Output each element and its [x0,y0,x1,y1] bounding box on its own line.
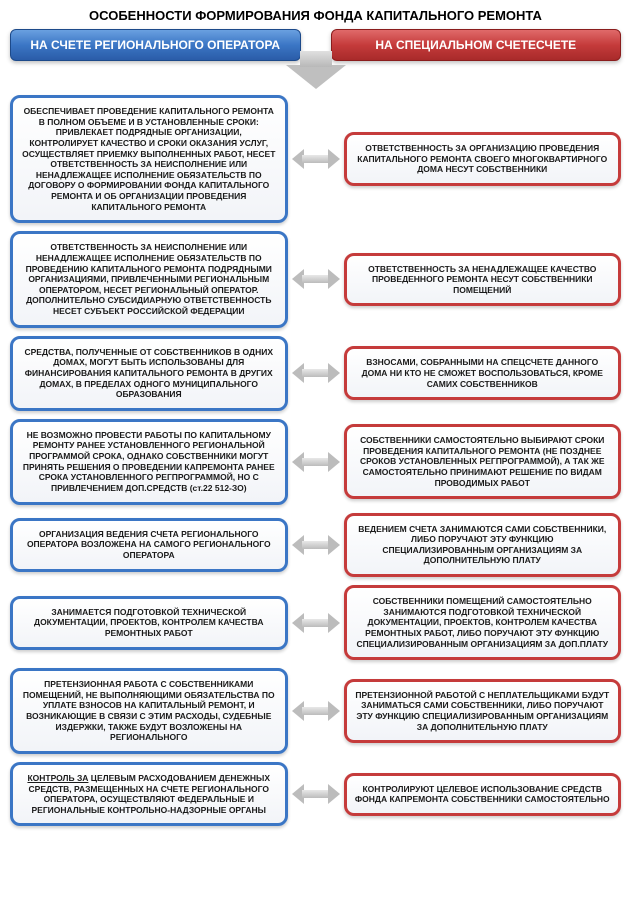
left-box: ОРГАНИЗАЦИЯ ВЕДЕНИЯ СЧЕТА РЕГИОНАЛЬНОГО … [10,518,288,572]
right-box: ОТВЕТСТВЕННОСТЬ ЗА НЕНАДЛЕЖАЩЕЕ КАЧЕСТВО… [344,253,622,307]
comparison-row: ОБЕСПЕЧИВАЕТ ПРОВЕДЕНИЕ КАПИТАЛЬНОГО РЕМ… [10,95,621,223]
bi-arrow-icon [294,610,338,636]
underlined-text: КОНТРОЛЬ ЗА [27,773,88,783]
comparison-row: СРЕДСТВА, ПОЛУЧЕННЫЕ ОТ СОБСТВЕННИКОВ В … [10,336,621,411]
left-box: КОНТРОЛЬ ЗА ЦЕЛЕВЫМ РАСХОДОВАНИЕМ ДЕНЕЖН… [10,762,288,827]
comparison-rows: ОБЕСПЕЧИВАЕТ ПРОВЕДЕНИЕ КАПИТАЛЬНОГО РЕМ… [10,95,621,826]
comparison-row: ПРЕТЕНЗИОННАЯ РАБОТА С СОБСТВЕННИКАМИ ПО… [10,668,621,754]
bi-arrow-icon [294,698,338,724]
comparison-row: НЕ ВОЗМОЖНО ПРОВЕСТИ РАБОТЫ ПО КАПИТАЛЬН… [10,419,621,505]
right-box: СОБСТВЕННИКИ САМОСТОЯТЕЛЬНО ВЫБИРАЮТ СРО… [344,424,622,499]
bi-arrow-icon [294,781,338,807]
left-box: НЕ ВОЗМОЖНО ПРОВЕСТИ РАБОТЫ ПО КАПИТАЛЬН… [10,419,288,505]
bi-arrow-icon [294,360,338,386]
comparison-row: ЗАНИМАЕТСЯ ПОДГОТОВКОЙ ТЕХНИЧЕСКОЙ ДОКУМ… [10,585,621,660]
left-box: ОТВЕТСТВЕННОСТЬ ЗА НЕИСПОЛНЕНИЕ ИЛИ НЕНА… [10,231,288,327]
right-box: КОНТРОЛИРУЮТ ЦЕЛЕВОЕ ИСПОЛЬЗОВАНИЕ СРЕДС… [344,773,622,816]
bi-arrow-icon [294,449,338,475]
right-box: ВЕДЕНИЕМ СЧЕТА ЗАНИМАЮТСЯ САМИ СОБСТВЕНН… [344,513,622,578]
comparison-row: ОТВЕТСТВЕННОСТЬ ЗА НЕИСПОЛНЕНИЕ ИЛИ НЕНА… [10,231,621,327]
header-right: НА СПЕЦИАЛЬНОМ СЧЕТЕСЧЕТЕ [331,29,622,61]
left-box: ОБЕСПЕЧИВАЕТ ПРОВЕДЕНИЕ КАПИТАЛЬНОГО РЕМ… [10,95,288,223]
left-box: ПРЕТЕНЗИОННАЯ РАБОТА С СОБСТВЕННИКАМИ ПО… [10,668,288,754]
right-box: СОБСТВЕННИКИ ПОМЕЩЕНИЙ САМОСТОЯТЕЛЬНО ЗА… [344,585,622,660]
comparison-row: ОРГАНИЗАЦИЯ ВЕДЕНИЯ СЧЕТА РЕГИОНАЛЬНОГО … [10,513,621,578]
bi-arrow-icon [294,532,338,558]
right-box: ПРЕТЕНЗИОННОЙ РАБОТОЙ С НЕПЛАТЕЛЬЩИКАМИ … [344,679,622,744]
left-box: СРЕДСТВА, ПОЛУЧЕННЫЕ ОТ СОБСТВЕННИКОВ В … [10,336,288,411]
bi-arrow-icon [294,146,338,172]
comparison-row: КОНТРОЛЬ ЗА ЦЕЛЕВЫМ РАСХОДОВАНИЕМ ДЕНЕЖН… [10,762,621,827]
bi-arrow-icon [294,266,338,292]
down-arrow-icon [286,65,346,89]
right-box: ВЗНОСАМИ, СОБРАННЫМИ НА СПЕЦСЧЕТЕ ДАННОГ… [344,346,622,400]
right-box: ОТВЕТСТВЕННОСТЬ ЗА ОРГАНИЗАЦИЮ ПРОВЕДЕНИ… [344,132,622,186]
header-left: НА СЧЕТЕ РЕГИОНАЛЬНОГО ОПЕРАТОРА [10,29,301,61]
left-box: ЗАНИМАЕТСЯ ПОДГОТОВКОЙ ТЕХНИЧЕСКОЙ ДОКУМ… [10,596,288,650]
page-title: ОСОБЕННОСТИ ФОРМИРОВАНИЯ ФОНДА КАПИТАЛЬН… [10,8,621,23]
